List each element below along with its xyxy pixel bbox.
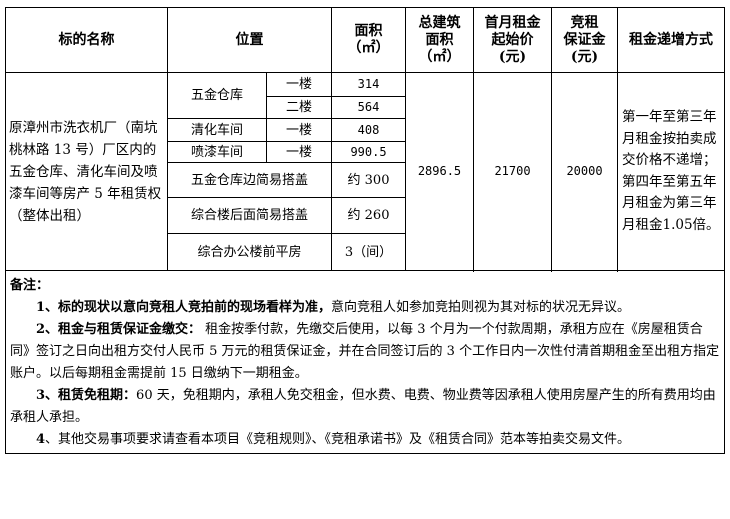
- area: 990.5: [331, 141, 406, 163]
- note-4: 4、其他交易事项要求请查看本项目《竞租规则》、《竞租承诺书》及《租赁合同》范本等…: [36, 432, 631, 447]
- building: 清化车间: [167, 118, 267, 142]
- notes-title: 备注：: [10, 278, 50, 293]
- deposit: 20000: [551, 72, 618, 271]
- rent-increase: 第一年至第三年月租金按拍卖成交价格不递增；第四年至第五年月租金为第三年月租金1.…: [617, 72, 725, 271]
- floor: 一楼: [266, 118, 332, 142]
- lease-table: 标的名称 位置 面积 （㎡） 总建筑 面积 （㎡） 首月租金 起始价 (元) 竞租 保证金(…: [5, 7, 725, 454]
- building: 五金仓库边简易搭盖: [167, 162, 332, 198]
- building: 综合楼后面简易搭盖: [167, 197, 332, 234]
- header-first-rent: 首月租金 起始价 (元): [473, 7, 552, 73]
- area: 3（间）: [331, 233, 406, 271]
- floor: 一楼: [266, 141, 332, 163]
- area: 564: [331, 96, 406, 119]
- item-name: 原漳州市洗衣机厂（南坑桃林路 13 号）厂区内的五金仓库、清化车间及喷漆车间等房…: [5, 72, 168, 271]
- area: 约 260: [331, 197, 406, 234]
- building: 综合办公楼前平房: [167, 233, 332, 271]
- header-total-area: 总建筑 面积 （㎡）: [405, 7, 474, 73]
- area: 约 300: [331, 162, 406, 198]
- note-3: 3、租赁免租期：60 天，免租期内，承租人免交租金，但水费、电费、物业费等因承租…: [10, 388, 716, 425]
- header-increase: 租金递增方式: [617, 7, 725, 73]
- notes: 备注： 1、标的现状以意向竞租人竞拍前的现场看样为准，意向竞租人如参加竞拍则视为…: [5, 270, 725, 454]
- floor: 一楼: [266, 72, 332, 97]
- note-1: 1、标的现状以意向竞租人竞拍前的现场看样为准，意向竞租人如参加竞拍则视为其对标的…: [36, 300, 631, 315]
- note-2: 2、租金与租赁保证金缴交： 租金按季付款，先缴交后使用，以每 3 个月为一个付款…: [10, 322, 720, 381]
- floor: 二楼: [266, 96, 332, 119]
- building: 五金仓库: [167, 72, 267, 119]
- header-location: 位置: [167, 7, 332, 73]
- area: 314: [331, 72, 406, 97]
- header-name: 标的名称: [5, 7, 168, 73]
- header-area: 面积 （㎡）: [331, 7, 406, 73]
- header-deposit: 竞租 保证金 (元): [551, 7, 618, 73]
- building: 喷漆车间: [167, 141, 267, 163]
- first-rent: 21700: [473, 72, 552, 271]
- total-area: 2896.5: [405, 72, 474, 271]
- area: 408: [331, 118, 406, 142]
